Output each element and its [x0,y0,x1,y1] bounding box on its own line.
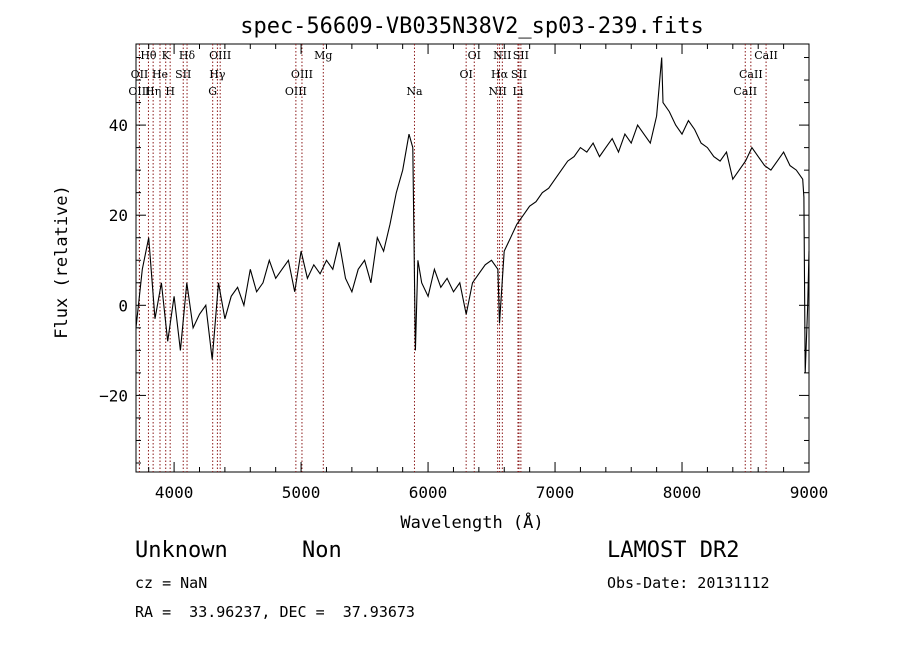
spectral-line-label: SII [175,68,191,81]
spectral-line-label: K [162,49,171,62]
spectral-line-label: CaII [733,85,757,98]
y-axis: −20 0 20 40 [99,57,809,464]
spectral-line-label: Na [406,85,423,98]
spectral-line-label: NII [488,85,506,98]
spectral-line-label: CaII [739,68,763,81]
spectral-line-label: OIII [291,68,313,81]
spectral-line-label: OIII [128,85,150,98]
spectral-line-label: OIII [285,85,307,98]
spectral-line-label: NII [493,49,511,62]
spectral-line-label: Hδ [179,49,196,62]
x-tick-label: 6000 [409,483,448,502]
y-tick-label: 0 [118,296,128,315]
spectral-line-label: SII [513,49,529,62]
x-tick-label: 8000 [663,483,702,502]
spectral-line-label: Hη [145,85,161,98]
x-tick-label: 7000 [536,483,575,502]
x-axis: 4000 5000 6000 7000 8000 9000 [148,44,829,502]
spectral-line-label: OII [131,68,149,81]
x-tick-label: 4000 [155,483,194,502]
survey-name: LAMOST DR2 [607,538,740,563]
x-tick-label: 5000 [282,483,321,502]
spectral-line-label: G [208,85,217,98]
spectral-line-label: Mg [314,49,332,62]
chart-title: spec-56609-VB035N38V2_sp03-239.fits [240,14,704,39]
observation-date: Obs-Date: 20131112 [607,574,770,592]
spectrum-line [135,57,810,373]
spectral-line-label: OI [468,49,481,62]
spectral-line-label: CaII [754,49,778,62]
spectral-line-label: He [152,68,168,81]
spectral-line-label: Hθ [140,49,157,62]
x-axis-label: Wavelength (Å) [400,511,543,533]
y-tick-label: −20 [99,386,128,405]
x-tick-label: 9000 [790,483,829,502]
y-axis-label: Flux (relative) [52,185,72,339]
spectral-line-label: Hγ [209,68,226,81]
sky-coordinates: RA = 33.96237, DEC = 37.93673 [135,603,415,621]
y-tick-label: 40 [109,116,128,135]
spectral-line-markers [138,44,767,472]
spectral-line-label: OIII [209,49,231,62]
plot-frame [135,43,810,473]
spectral-line-label: Hα [491,68,509,81]
object-subclass: Non [302,538,342,563]
spectral-line-label: Li [513,85,524,98]
spectral-line-label: H [165,85,175,98]
object-class: Unknown [135,538,228,563]
spectral-line-label: OI [459,68,472,81]
spectral-line-label: SII [511,68,527,81]
redshift-cz: cz = NaN [135,574,208,592]
y-tick-label: 20 [109,206,128,225]
